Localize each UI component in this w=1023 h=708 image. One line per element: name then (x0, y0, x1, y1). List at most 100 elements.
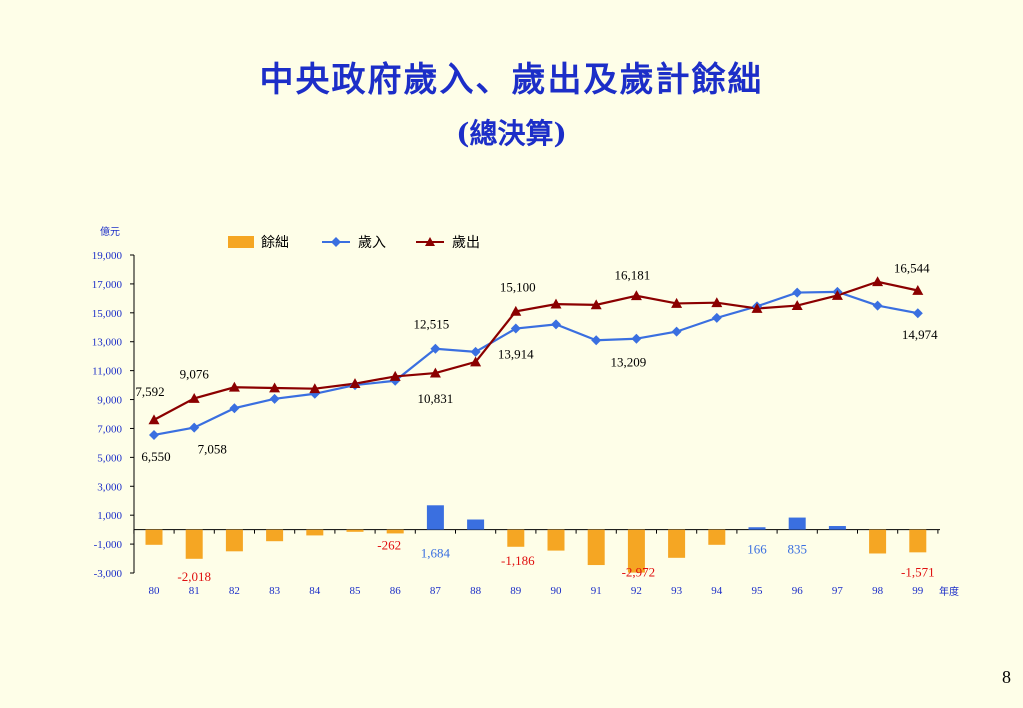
surplus-bar (225, 529, 243, 552)
expenditure-point (872, 276, 884, 287)
surplus-bar (266, 529, 284, 542)
x-tick-label: 81 (189, 585, 200, 597)
x-tick-label: 86 (390, 585, 402, 597)
x-tick-label: 95 (752, 585, 764, 597)
expenditure-point (309, 383, 321, 394)
y-tick-label: 15,000 (92, 308, 123, 320)
data-label: 6,550 (141, 449, 170, 464)
surplus-bar (788, 517, 806, 530)
revenue-point (631, 333, 642, 344)
x-axis-unit: 年度 (939, 585, 959, 598)
expenditure-point (510, 305, 522, 316)
expenditure-point (389, 370, 401, 381)
x-tick-label: 85 (350, 585, 362, 597)
x-tick-label: 93 (671, 585, 683, 597)
surplus-bar (627, 529, 645, 573)
legend-expenditure-label: 歲出 (452, 235, 480, 251)
data-label: 13,914 (498, 347, 534, 362)
legend-surplus-label: 餘絀 (261, 234, 289, 251)
x-tick-label: 89 (510, 585, 522, 597)
surplus-bar (909, 529, 927, 553)
revenue-point (711, 312, 722, 323)
y-tick-label: 1,000 (97, 510, 122, 522)
page-title: 中央政府歲入、歲出及歲計餘絀 (259, 60, 764, 100)
surplus-bar (386, 529, 404, 534)
data-label: 7,592 (135, 384, 164, 399)
legend-surplus-swatch (228, 236, 254, 248)
expenditure-point (671, 297, 683, 308)
expenditure-point (269, 382, 281, 393)
y-tick-label: 19,000 (92, 250, 123, 262)
x-tick-label: 80 (149, 585, 161, 597)
expenditure-point (550, 298, 562, 309)
expenditure-point (349, 378, 361, 389)
x-tick-label: 99 (912, 585, 924, 597)
y-tick-label: 3,000 (97, 481, 122, 493)
revenue-point (189, 422, 200, 433)
y-tick-label: -3,000 (94, 568, 123, 580)
expenditure-point (630, 290, 642, 301)
revenue-point (591, 335, 602, 346)
revenue-point (551, 319, 561, 330)
x-tick-label: 97 (832, 585, 844, 597)
legend-revenue-label: 歲入 (358, 235, 386, 251)
legend-expenditure-marker (425, 237, 435, 246)
data-label: 12,515 (414, 317, 450, 332)
x-tick-label: 90 (551, 585, 563, 597)
expenditure-line (153, 280, 919, 421)
surplus-bar (467, 519, 485, 530)
page-number: 8 (1002, 667, 1011, 687)
x-tick-label: 88 (470, 585, 482, 597)
surplus-bar (507, 529, 525, 547)
x-tick-label: 92 (631, 585, 642, 597)
expenditure-point (188, 392, 200, 403)
y-tick-label: 11,000 (92, 366, 122, 378)
surplus-bar (346, 529, 364, 532)
data-label: 16,181 (615, 268, 651, 283)
data-label: 14,974 (902, 327, 938, 342)
x-tick-label: 94 (711, 585, 723, 597)
surplus-bar (828, 526, 846, 530)
data-label: -262 (377, 537, 401, 552)
data-label: 1,684 (421, 546, 451, 561)
y-axis-unit: 億元 (100, 225, 120, 238)
x-tick-label: 96 (792, 585, 804, 597)
revenue-point (792, 287, 803, 298)
surplus-bar (668, 529, 686, 558)
data-label: 9,076 (180, 366, 210, 381)
surplus-bar (426, 505, 444, 530)
data-label: -1,186 (501, 553, 535, 568)
revenue-point (430, 343, 441, 354)
x-tick-label: 84 (309, 585, 321, 597)
x-tick-label: 87 (430, 585, 442, 597)
expenditure-point (590, 299, 602, 310)
surplus-bar (748, 527, 766, 530)
expenditure-point (429, 367, 441, 378)
data-label: 7,058 (198, 442, 227, 457)
expenditure-point (711, 297, 723, 308)
expenditure-point (831, 289, 843, 300)
y-tick-label: 13,000 (92, 337, 123, 349)
revenue-point (912, 308, 923, 319)
expenditure-point (751, 302, 763, 313)
revenue-point (229, 403, 240, 414)
surplus-bar (145, 529, 163, 545)
expenditure-point (228, 381, 240, 392)
surplus-bar (306, 529, 324, 536)
y-tick-label: 7,000 (97, 423, 122, 435)
data-label: 13,209 (611, 355, 647, 370)
data-label: -2,972 (622, 565, 656, 580)
data-label: -2,018 (177, 569, 211, 584)
legend-revenue-marker (331, 237, 341, 247)
surplus-bar (185, 529, 203, 559)
y-tick-label: 5,000 (97, 452, 122, 464)
surplus-bar (708, 529, 726, 545)
expenditure-point (470, 356, 482, 367)
surplus-bar (587, 529, 605, 566)
revenue-point (470, 346, 481, 357)
x-tick-label: 98 (872, 585, 884, 597)
page-subtitle: (總決算) (456, 117, 567, 150)
revenue-point (269, 393, 280, 404)
y-tick-label: 9,000 (97, 395, 122, 407)
